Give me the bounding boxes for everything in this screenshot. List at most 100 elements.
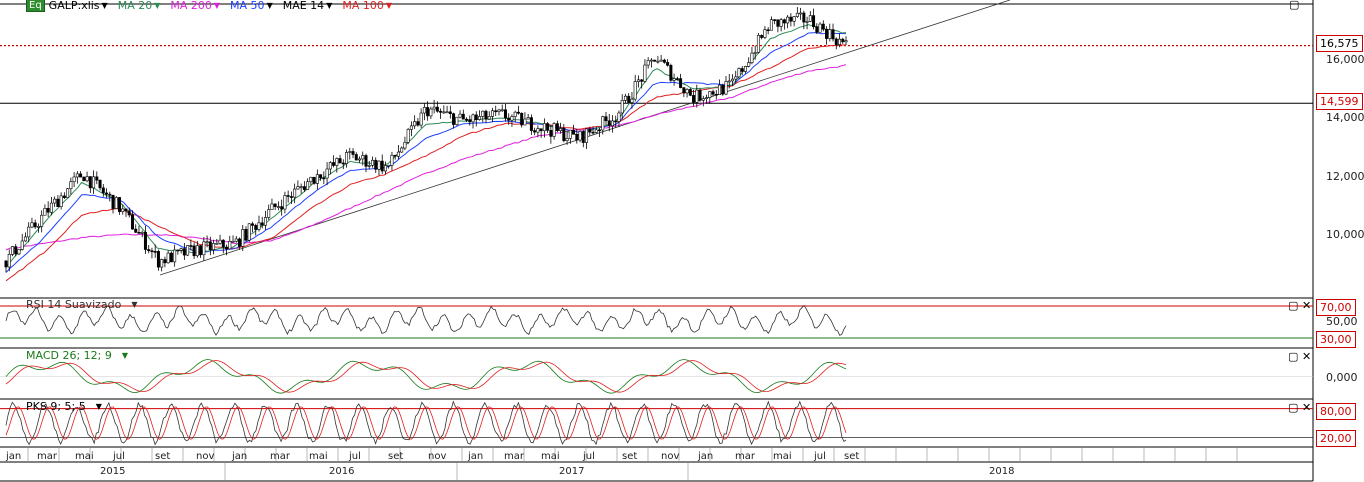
candle-body: [231, 240, 235, 243]
candle-body: [66, 188, 70, 198]
candle-body: [666, 62, 670, 66]
candle-body: [747, 62, 751, 67]
candle-body: [95, 176, 99, 181]
candle-body: [409, 125, 413, 130]
maximize-icon[interactable]: ▢: [1289, 0, 1300, 11]
candle-body: [507, 117, 511, 121]
candle-body: [539, 128, 543, 132]
ma20-legend[interactable]: MA 20 ▼: [118, 0, 161, 12]
candle-body: [114, 197, 118, 209]
candle-body: [257, 222, 261, 230]
candle-body: [546, 123, 550, 131]
ma20-label: MA 20: [117, 0, 153, 12]
candle-body: [62, 195, 66, 198]
candle-body: [127, 210, 131, 216]
candle-body: [750, 52, 754, 63]
ma200-legend[interactable]: MA 200 ▼: [170, 0, 220, 12]
candle-body: [705, 97, 709, 99]
candle-body: [374, 159, 378, 170]
maximize-icon[interactable]: ▢: [1288, 350, 1299, 363]
pks-legend[interactable]: PKS 9; 5; 5 ▼: [26, 400, 102, 413]
month-tick-label: nov: [661, 451, 680, 462]
maximize-icon[interactable]: ▢: [1288, 401, 1299, 414]
month-tick-label: set: [388, 451, 404, 462]
candle-body: [312, 176, 316, 184]
candle-body: [309, 176, 313, 183]
candle-body: [40, 214, 44, 227]
candle-body: [838, 38, 842, 46]
candle-body: [769, 19, 773, 31]
candle-body: [610, 120, 614, 127]
candle-body: [585, 128, 589, 143]
candle-body: [361, 155, 365, 160]
symbol-legend[interactable]: Eq GALP:xlis ▼: [26, 0, 108, 12]
candle-body: [280, 206, 284, 210]
candle-body: [620, 100, 624, 114]
close-icon[interactable]: ✕: [1302, 299, 1312, 312]
candle-body: [82, 176, 86, 182]
month-tick-label: mai: [541, 451, 560, 462]
candle-body: [815, 26, 819, 33]
year-label: 2017: [559, 466, 585, 477]
candle-body: [607, 120, 611, 127]
close-icon[interactable]: ✕: [1302, 401, 1312, 414]
pks-d-line: [5, 406, 847, 440]
candle-body: [452, 113, 456, 125]
eq-badge: Eq: [26, 0, 45, 12]
candle-body: [299, 186, 303, 188]
candle-body: [390, 154, 394, 166]
candle-body: [724, 81, 728, 95]
candle-body: [153, 251, 157, 253]
ma20-line: [5, 24, 847, 268]
candle-body: [825, 28, 829, 39]
candle-body: [562, 128, 566, 141]
pks-label: PKS 9; 5; 5: [26, 400, 86, 413]
candle-body: [760, 35, 764, 38]
candle-body: [351, 151, 355, 155]
candle-body: [416, 121, 420, 126]
candle-body: [601, 116, 605, 131]
pks-upper-tag: 80,00: [1316, 403, 1356, 420]
macd-legend[interactable]: MACD 26; 12; 9 ▼: [26, 349, 128, 362]
candle-body: [163, 259, 167, 264]
maximize-icon[interactable]: ▢: [1288, 299, 1299, 312]
candle-body: [169, 252, 173, 263]
candle-body: [640, 79, 644, 82]
candle-body: [782, 19, 786, 24]
candle-body: [160, 259, 164, 268]
candle-body: [439, 110, 443, 113]
candle-body: [338, 158, 342, 164]
candle-body: [682, 87, 686, 94]
candle-body: [523, 118, 527, 126]
rsi-legend[interactable]: RSI 14 Suavizado ▼: [26, 298, 138, 311]
candle-body: [218, 239, 222, 244]
candle-body: [383, 165, 387, 172]
candle-body: [575, 134, 579, 141]
month-tick-label: set: [155, 451, 171, 462]
candle-body: [494, 110, 498, 113]
candle-body: [56, 198, 60, 207]
month-tick-label: nov: [196, 451, 215, 462]
close-icon[interactable]: ✕: [1302, 350, 1312, 363]
candle-body: [33, 222, 37, 228]
month-tick-label: set: [844, 451, 860, 462]
month-tick-label: jan: [698, 451, 714, 462]
candle-body: [186, 245, 190, 256]
mae14-legend[interactable]: MAE 14 ▼: [283, 0, 333, 12]
candle-body: [205, 241, 209, 244]
macd-label: MACD 26; 12; 9: [26, 349, 112, 362]
candle-body: [799, 12, 803, 15]
candle-body: [348, 151, 352, 153]
candle-body: [69, 181, 73, 190]
candle-body: [653, 59, 657, 62]
candle-body: [79, 173, 83, 178]
ma100-legend[interactable]: MA 100 ▼: [342, 0, 392, 12]
candle-body: [166, 252, 170, 264]
candle-body: [328, 162, 332, 170]
candle-body: [380, 160, 384, 172]
candle-body: [179, 248, 183, 251]
candle-body: [234, 238, 238, 242]
ma50-legend[interactable]: MA 50 ▼: [230, 0, 273, 12]
candle-body: [630, 98, 634, 103]
